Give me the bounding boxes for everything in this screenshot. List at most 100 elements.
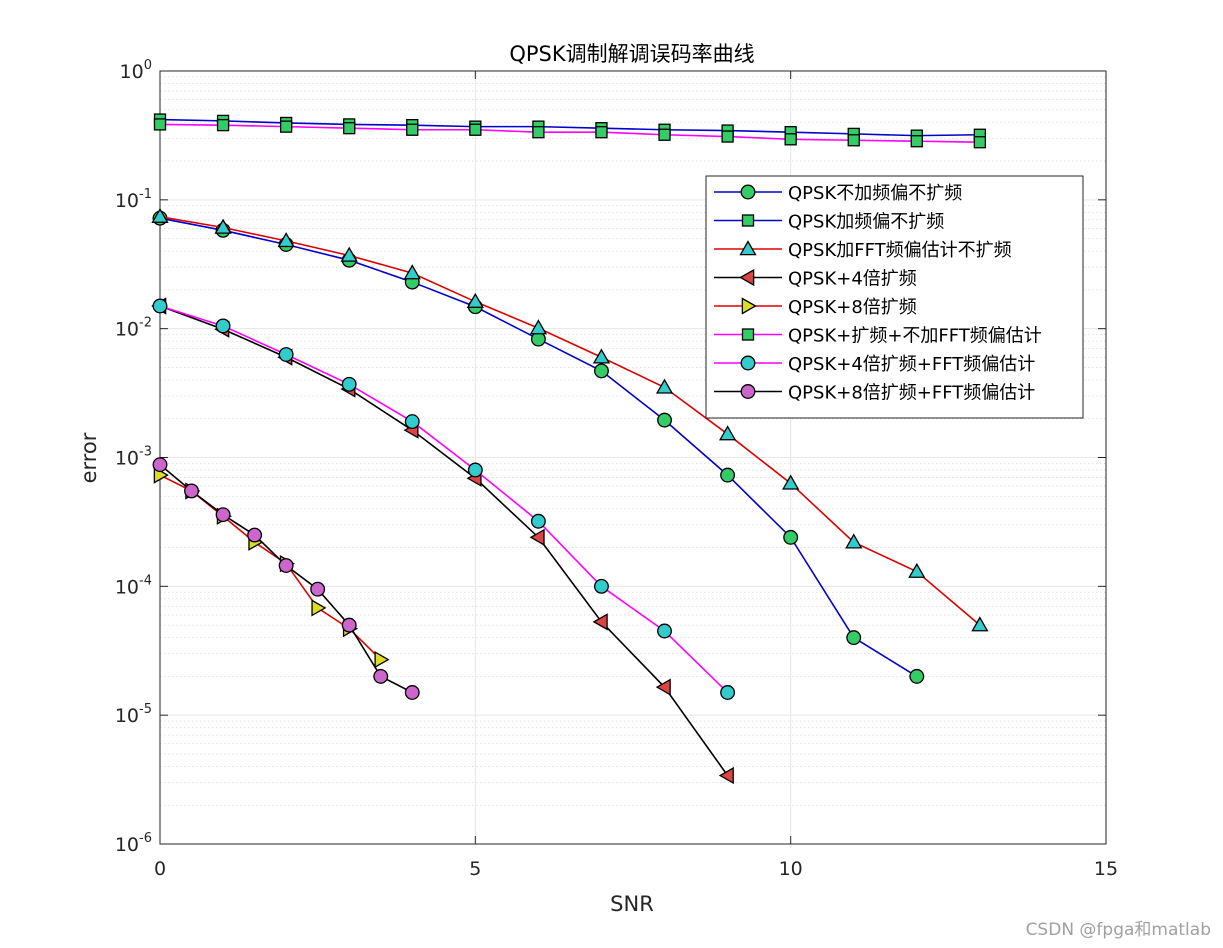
data-point (594, 363, 609, 379)
data-point (404, 685, 420, 700)
legend-label: QPSK+4倍扩频 (788, 269, 917, 290)
data-point (214, 218, 232, 234)
data-point (279, 120, 293, 133)
data-point (153, 118, 167, 131)
series-6 (153, 118, 987, 149)
data-point (594, 578, 609, 594)
legend-item: QPSK不加频偏不扩频 (714, 183, 962, 204)
y-tick-label: 10-4 (115, 573, 152, 598)
series-line (159, 118, 980, 137)
data-point (847, 134, 860, 147)
data-point (310, 581, 326, 597)
series-group (151, 113, 989, 785)
data-point (278, 558, 294, 573)
data-point (782, 474, 800, 490)
data-point (215, 318, 231, 334)
legend-item: QPSK+扩频+不加FFT频偏估计 (714, 326, 1042, 347)
data-point (908, 562, 926, 578)
data-point (466, 292, 484, 308)
data-point (277, 232, 295, 248)
data-point (845, 533, 863, 549)
series-7 (152, 298, 736, 700)
x-tick-label: 5 (469, 858, 481, 880)
data-point (467, 462, 483, 478)
data-point (657, 623, 672, 639)
data-point (909, 668, 925, 684)
legend: QPSK不加频偏不扩频 QPSK加频偏不扩频 QPSK加FFT频偏估计不扩频 QPSK… (705, 175, 1084, 419)
y-axis-label: error (77, 432, 101, 483)
legend-label: QPSK加FFT频偏估计不扩频 (788, 240, 1012, 261)
data-point (152, 457, 168, 473)
legend-label: QPSK加频偏不扩频 (788, 212, 944, 233)
data-point (404, 414, 420, 430)
legend-label: QPSK+扩频+不加FFT频偏估计 (788, 326, 1042, 347)
y-tick-label: 10-3 (115, 445, 152, 470)
data-point (184, 483, 199, 499)
x-axis-label: SNR (610, 892, 654, 916)
data-point (341, 376, 357, 392)
legend-label: QPSK+4倍扩频+FFT频偏估计 (788, 354, 1035, 375)
series-line (159, 215, 981, 626)
legend-swatch-marker (740, 184, 756, 200)
data-point (783, 529, 799, 545)
data-point (655, 678, 671, 696)
data-point (592, 613, 608, 631)
data-point (657, 412, 672, 428)
y-tick-label: 10-1 (115, 187, 152, 212)
data-point (910, 135, 923, 148)
data-point (595, 126, 608, 139)
legend-item: QPSK+8倍扩频 (714, 297, 917, 318)
data-point (373, 668, 389, 684)
data-point (720, 467, 736, 483)
data-point (340, 246, 358, 262)
y-tick-label: 100 (120, 58, 152, 83)
data-point (247, 527, 263, 543)
data-point (529, 319, 548, 335)
x-tick-label: 0 (154, 858, 166, 880)
legend-label: QPSK+8倍扩频+FFT频偏估计 (788, 383, 1035, 404)
data-point (469, 123, 482, 136)
series-line (159, 305, 729, 694)
chart-title: QPSK调制解调误码率曲线 (509, 42, 754, 66)
x-tick-label: 10 (779, 858, 803, 880)
data-point (152, 298, 168, 314)
data-point (971, 616, 989, 632)
data-point (721, 130, 734, 143)
series-line (159, 305, 729, 776)
watermark: CSDN @fpga和matlab (1025, 920, 1211, 940)
y-tick-label: 10-5 (115, 702, 152, 727)
data-point (374, 650, 390, 669)
series-8 (152, 457, 420, 700)
legend-swatch-marker (741, 328, 755, 341)
legend-label: QPSK+8倍扩频 (788, 297, 917, 318)
legend-item: QPSK加频偏不扩频 (714, 212, 944, 233)
data-point (311, 599, 327, 617)
x-tick-label: 15 (1094, 858, 1118, 880)
legend-swatch-marker (740, 355, 756, 371)
data-point (151, 207, 169, 223)
legend-swatch-marker (741, 297, 757, 315)
data-point (215, 507, 231, 523)
legend-box (705, 175, 1084, 419)
legend-label: QPSK不加频偏不扩频 (788, 183, 962, 204)
legend-item: QPSK+8倍扩频+FFT频偏估计 (714, 383, 1035, 404)
data-point (529, 528, 545, 546)
data-point (658, 128, 671, 141)
y-tick-label: 10-2 (115, 316, 152, 341)
data-point (532, 126, 545, 139)
legend-swatch-marker (739, 240, 757, 256)
data-point (278, 347, 294, 362)
data-point (343, 122, 356, 135)
legend-item: QPSK加FFT频偏估计不扩频 (714, 240, 1012, 261)
data-point (846, 630, 862, 646)
series-3 (151, 207, 989, 632)
data-point (718, 425, 737, 441)
data-point (592, 348, 611, 364)
legend-swatch-marker (740, 384, 756, 399)
legend-item: QPSK+4倍扩频+FFT频偏估计 (714, 354, 1035, 375)
data-point (403, 264, 421, 280)
legend-swatch-marker (739, 268, 755, 287)
data-point (718, 766, 734, 785)
axis-ticks: 0 5 10 15 100 10-1 10-2 10-3 10-4 10-5 10-6 (115, 58, 1118, 880)
data-point (655, 378, 674, 394)
